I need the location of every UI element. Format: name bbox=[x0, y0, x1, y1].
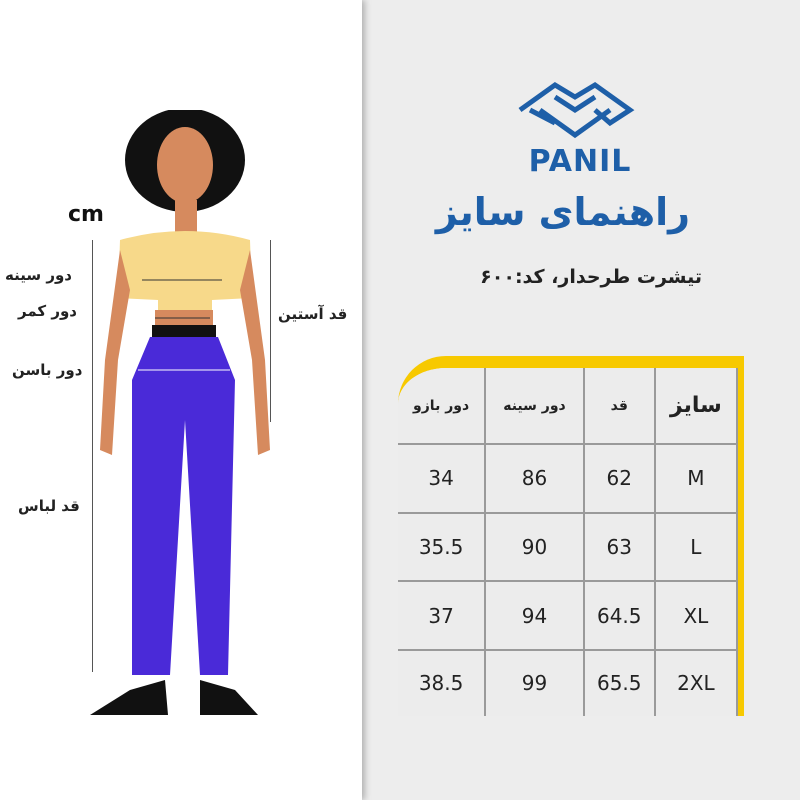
header-arm: دور بازو bbox=[398, 368, 487, 445]
cell: 35.5 bbox=[398, 511, 487, 583]
cell: 64.5 bbox=[582, 580, 656, 651]
woman-illustration bbox=[90, 110, 270, 715]
chest-label: دور سینه bbox=[5, 266, 72, 284]
sleeve-label: قد آستین bbox=[278, 305, 348, 323]
size-table: دور بازو دور سینه قد سایز 34 86 62 M 35.5 90… bbox=[398, 356, 744, 716]
cell: 38.5 bbox=[398, 648, 487, 716]
figure-panel: cm دور سینه دور کمر دور باسن قد لباس قد … bbox=[0, 0, 362, 800]
table-row: 35.5 90 63 L bbox=[398, 511, 738, 583]
table-row: 37 94 64.5 XL bbox=[398, 580, 738, 651]
cell: 62 bbox=[582, 443, 656, 514]
table-header-row: دور بازو دور سینه قد سایز bbox=[398, 368, 738, 445]
header-length: قد bbox=[582, 368, 656, 445]
sleeve-line bbox=[270, 240, 271, 422]
cell: 37 bbox=[398, 580, 487, 651]
product-subtitle: تیشرت طرحدار، کد:۶۰۰ bbox=[480, 266, 702, 288]
table-row: 38.5 99 65.5 2XL bbox=[398, 648, 738, 716]
cell: 34 bbox=[398, 443, 487, 514]
cell: L bbox=[653, 511, 738, 583]
cell: 94 bbox=[484, 580, 585, 651]
cell: 63 bbox=[582, 511, 656, 583]
cell: 99 bbox=[484, 648, 585, 716]
header-chest: دور سینه bbox=[484, 368, 585, 445]
cell: 65.5 bbox=[582, 648, 656, 716]
brand-name: PANIL bbox=[528, 144, 632, 179]
cell: 90 bbox=[484, 511, 585, 583]
cell: 86 bbox=[484, 443, 585, 514]
waist-label: دور کمر bbox=[18, 302, 77, 320]
panil-logo bbox=[518, 82, 635, 139]
table-row: 34 86 62 M bbox=[398, 443, 738, 514]
length-label: قد لباس bbox=[18, 497, 80, 515]
hip-label: دور باسن bbox=[12, 361, 83, 379]
header-size: سایز bbox=[653, 368, 738, 445]
cell: XL bbox=[653, 580, 738, 651]
page-title: راهنمای سایز bbox=[435, 190, 690, 234]
cell: M bbox=[653, 443, 738, 514]
length-line bbox=[92, 240, 93, 672]
unit-label: cm bbox=[68, 202, 104, 227]
cell: 2XL bbox=[653, 648, 738, 716]
